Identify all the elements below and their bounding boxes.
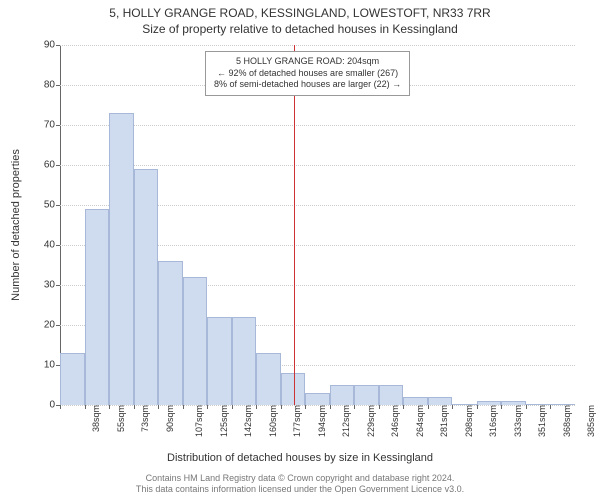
x-tick-label: 316sqm: [488, 405, 498, 437]
x-tick-mark: [183, 405, 184, 409]
histogram-bar: [60, 353, 85, 405]
histogram-bar: [109, 113, 134, 405]
histogram-bar: [354, 385, 379, 405]
x-tick-label: 281sqm: [439, 405, 449, 437]
y-tick-label: 10: [30, 360, 55, 371]
chart-title-sub: Size of property relative to detached ho…: [0, 22, 600, 36]
x-tick-mark: [60, 405, 61, 409]
y-tick-mark: [56, 205, 60, 206]
histogram-bar: [379, 385, 404, 405]
y-tick-mark: [56, 85, 60, 86]
x-tick-label: 38sqm: [91, 405, 101, 432]
y-tick-label: 0: [30, 400, 55, 411]
y-tick-label: 30: [30, 280, 55, 291]
x-tick-label: 160sqm: [268, 405, 278, 437]
histogram-bar: [330, 385, 355, 405]
x-tick-mark: [281, 405, 282, 409]
x-tick-label: 142sqm: [243, 405, 253, 437]
x-tick-mark: [109, 405, 110, 409]
y-axis-line: [60, 45, 61, 405]
plot-area: 010203040506070809038sqm55sqm73sqm90sqm1…: [60, 45, 575, 405]
annotation-line: 5 HOLLY GRANGE ROAD: 204sqm: [214, 56, 401, 68]
histogram-bar: [158, 261, 183, 405]
x-tick-mark: [403, 405, 404, 409]
annotation-box: 5 HOLLY GRANGE ROAD: 204sqm← 92% of deta…: [205, 51, 410, 96]
attribution-line-2: This data contains information licensed …: [0, 484, 600, 496]
grid-line: [60, 45, 575, 46]
y-tick-mark: [56, 165, 60, 166]
x-tick-mark: [232, 405, 233, 409]
x-tick-label: 177sqm: [292, 405, 302, 437]
x-tick-mark: [501, 405, 502, 409]
x-tick-mark: [305, 405, 306, 409]
x-tick-label: 385sqm: [587, 405, 597, 437]
x-tick-label: 229sqm: [366, 405, 376, 437]
x-tick-mark: [477, 405, 478, 409]
attribution: Contains HM Land Registry data © Crown c…: [0, 473, 600, 496]
y-tick-label: 40: [30, 240, 55, 251]
histogram-bar: [85, 209, 110, 405]
x-tick-mark: [379, 405, 380, 409]
histogram-bar: [305, 393, 330, 405]
x-tick-mark: [428, 405, 429, 409]
x-tick-label: 73sqm: [140, 405, 150, 432]
histogram-bar: [256, 353, 281, 405]
x-tick-mark: [158, 405, 159, 409]
x-tick-mark: [207, 405, 208, 409]
y-tick-mark: [56, 125, 60, 126]
annotation-line: 8% of semi-detached houses are larger (2…: [214, 79, 401, 91]
y-tick-label: 90: [30, 40, 55, 51]
reference-line: [294, 45, 295, 405]
x-tick-label: 90sqm: [165, 405, 175, 432]
x-tick-mark: [354, 405, 355, 409]
histogram-bar: [207, 317, 232, 405]
y-tick-mark: [56, 285, 60, 286]
y-tick-label: 80: [30, 80, 55, 91]
y-tick-mark: [56, 325, 60, 326]
x-axis-label: Distribution of detached houses by size …: [0, 452, 600, 464]
y-tick-label: 70: [30, 120, 55, 131]
x-tick-label: 246sqm: [390, 405, 400, 437]
chart-title-main: 5, HOLLY GRANGE ROAD, KESSINGLAND, LOWES…: [0, 6, 600, 20]
grid-line: [60, 125, 575, 126]
x-tick-mark: [134, 405, 135, 409]
histogram-bar: [134, 169, 159, 405]
x-tick-mark: [256, 405, 257, 409]
x-tick-label: 298sqm: [464, 405, 474, 437]
x-tick-label: 55sqm: [116, 405, 126, 432]
grid-line: [60, 165, 575, 166]
x-tick-label: 194sqm: [317, 405, 327, 437]
y-axis-label: Number of detached properties: [10, 149, 22, 301]
histogram-bar: [183, 277, 208, 405]
x-tick-label: 125sqm: [219, 405, 229, 437]
y-tick-label: 20: [30, 320, 55, 331]
x-tick-mark: [550, 405, 551, 409]
annotation-line: ← 92% of detached houses are smaller (26…: [214, 68, 401, 80]
y-tick-label: 50: [30, 200, 55, 211]
attribution-line-1: Contains HM Land Registry data © Crown c…: [0, 473, 600, 485]
histogram-bar: [428, 397, 453, 405]
histogram-bar: [403, 397, 428, 405]
histogram-bar: [281, 373, 306, 405]
chart-container: 5, HOLLY GRANGE ROAD, KESSINGLAND, LOWES…: [0, 0, 600, 500]
y-tick-mark: [56, 45, 60, 46]
x-tick-label: 264sqm: [415, 405, 425, 437]
x-tick-mark: [452, 405, 453, 409]
y-tick-label: 60: [30, 160, 55, 171]
x-tick-label: 333sqm: [513, 405, 523, 437]
x-tick-mark: [330, 405, 331, 409]
x-tick-label: 351sqm: [537, 405, 547, 437]
x-tick-mark: [85, 405, 86, 409]
histogram-bar: [232, 317, 257, 405]
y-tick-mark: [56, 245, 60, 246]
x-tick-mark: [526, 405, 527, 409]
x-tick-label: 212sqm: [341, 405, 351, 437]
x-tick-label: 368sqm: [562, 405, 572, 437]
x-tick-label: 107sqm: [194, 405, 204, 437]
